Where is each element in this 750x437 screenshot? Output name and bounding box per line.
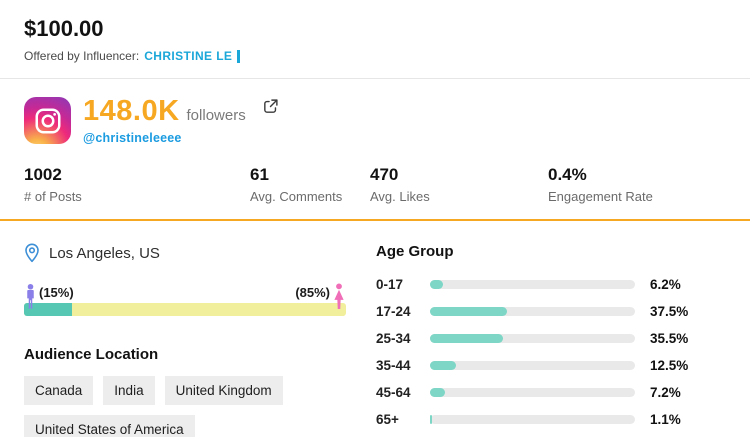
age-bar-fill: [430, 415, 433, 424]
age-range-label: 35-44: [376, 358, 411, 373]
age-percentage-label: 7.2%: [650, 385, 681, 400]
age-group-title: Age Group: [376, 243, 454, 260]
stat-avg-likes: 470 Avg. Likes: [370, 165, 548, 204]
location-tag: United Kingdom: [164, 376, 283, 405]
header-divider: [0, 78, 750, 79]
gender-split-chart: (15%) (85%): [24, 283, 346, 316]
age-bar-fill: [430, 388, 445, 397]
stat-engagement-rate-value: 0.4%: [548, 165, 587, 184]
stat-posts-value: 1002: [24, 165, 62, 184]
age-percentage-label: 6.2%: [650, 277, 681, 292]
age-bar-track: [430, 415, 635, 424]
age-bar-fill: [430, 280, 443, 289]
audience-location-tags: Canada India United Kingdom United State…: [24, 376, 329, 437]
age-group-column: Age Group 0-17 6.2% 17-24 37.5% 25-34 35…: [376, 235, 726, 437]
gender-bar-male-fill: [24, 303, 73, 316]
age-group-row: 45-64 7.2%: [376, 384, 726, 401]
age-bar-track: [430, 280, 635, 289]
stat-avg-comments-label: Avg. Comments: [250, 189, 343, 204]
instagram-profile-row: 148.0K followers @christineleeee: [0, 79, 750, 147]
external-link-icon[interactable]: [262, 98, 279, 115]
stat-avg-comments-value: 61: [250, 165, 269, 184]
male-side: (15%): [24, 283, 74, 309]
stat-avg-likes-label: Avg. Likes: [370, 189, 430, 204]
offered-by-row: Offered by Influencer: CHRISTINE LE: [24, 49, 726, 63]
gender-bar-track: [24, 303, 346, 316]
stat-avg-likes-value: 470: [370, 165, 399, 184]
followers-line: 148.0K followers: [83, 97, 279, 126]
stat-engagement-rate-label: Engagement Rate: [548, 189, 653, 204]
age-group-row: 17-24 37.5%: [376, 303, 726, 320]
influencer-location-row: Los Angeles, US: [24, 243, 346, 263]
age-bar-track: [430, 361, 635, 370]
stat-posts: 1002 # of Posts: [24, 165, 250, 204]
cursor-bar-icon: [237, 49, 241, 63]
age-bar-fill: [430, 361, 456, 370]
age-group-row: 25-34 35.5%: [376, 330, 726, 347]
age-range-label: 45-64: [376, 385, 411, 400]
audience-location-title: Audience Location: [24, 346, 159, 363]
location-tag: United States of America: [24, 415, 195, 437]
accent-divider: [0, 219, 750, 221]
followers-block: 148.0K followers @christineleeee: [83, 97, 279, 147]
female-side: (85%): [295, 283, 346, 310]
age-range-label: 25-34: [376, 331, 411, 346]
female-icon: [332, 283, 346, 310]
location-tag: Canada: [24, 376, 94, 405]
age-group-row: 65+ 1.1%: [376, 411, 726, 428]
age-bar-track: [430, 307, 635, 316]
age-percentage-label: 1.1%: [650, 412, 681, 427]
male-percentage-label: (15%): [39, 285, 74, 300]
age-range-label: 0-17: [376, 277, 404, 292]
followers-count: 148.0K: [83, 95, 180, 127]
audience-section: Los Angeles, US (15%) (85%): [0, 221, 750, 437]
age-percentage-label: 12.5%: [650, 358, 689, 373]
stat-posts-label: # of Posts: [24, 189, 82, 204]
instagram-icon: [24, 97, 71, 144]
age-percentage-label: 37.5%: [650, 304, 689, 319]
age-bar-track: [430, 334, 635, 343]
audience-left-column: Los Angeles, US (15%) (85%): [24, 235, 346, 437]
stat-avg-comments: 61 Avg. Comments: [250, 165, 370, 204]
age-range-label: 65+: [376, 412, 399, 427]
age-bar-fill: [430, 334, 503, 343]
age-bar-track: [430, 388, 635, 397]
location-tag: India: [103, 376, 155, 405]
male-icon: [24, 283, 37, 310]
age-percentage-label: 35.5%: [650, 331, 689, 346]
age-group-chart: 0-17 6.2% 17-24 37.5% 25-34 35.5% 35-44: [376, 276, 726, 428]
location-pin-icon: [24, 243, 40, 263]
followers-label: followers: [186, 107, 246, 124]
offer-header: $100.00 Offered by Influencer: CHRISTINE…: [0, 0, 750, 63]
age-group-row: 35-44 12.5%: [376, 357, 726, 374]
age-bar-fill: [430, 307, 507, 316]
gender-labels-row: (15%) (85%): [24, 283, 346, 310]
stat-engagement-rate: 0.4% Engagement Rate: [548, 165, 653, 204]
age-range-label: 17-24: [376, 304, 411, 319]
offer-price: $100.00: [24, 16, 104, 41]
influencer-name-link[interactable]: CHRISTINE LE: [144, 49, 233, 63]
age-group-row: 0-17 6.2%: [376, 276, 726, 293]
female-percentage-label: (85%): [295, 285, 330, 300]
instagram-handle-link[interactable]: @christineleeee: [83, 131, 182, 145]
influencer-location-label: Los Angeles, US: [49, 244, 160, 262]
offered-by-label: Offered by Influencer:: [24, 49, 140, 63]
stats-row: 1002 # of Posts 61 Avg. Comments 470 Avg…: [0, 147, 750, 204]
